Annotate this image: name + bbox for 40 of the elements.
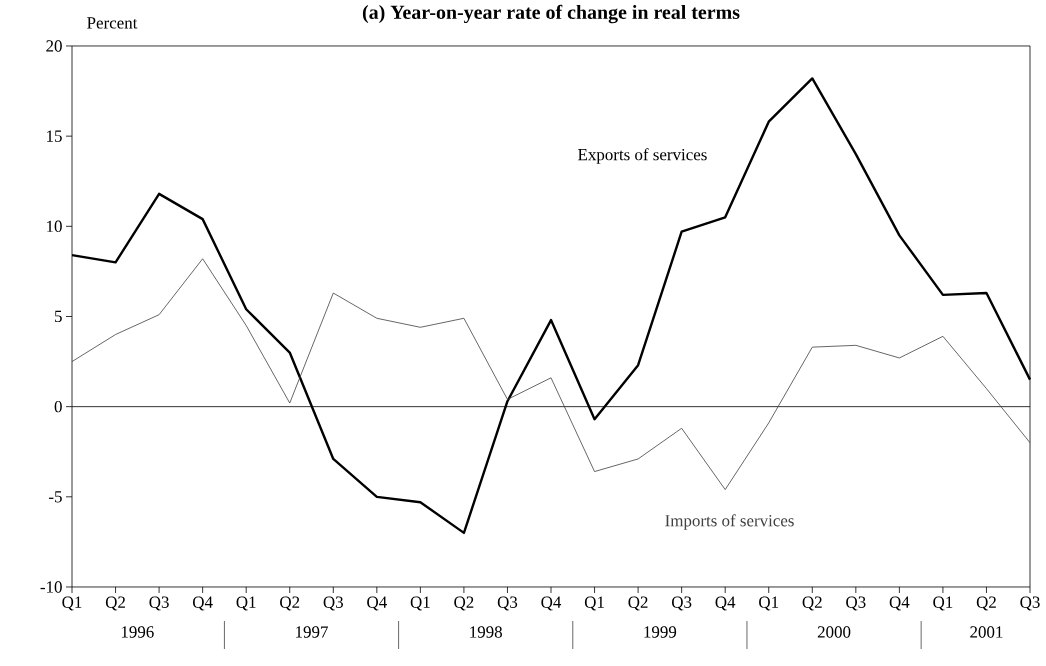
x-tick-label: Q3 (846, 596, 866, 611)
y-tick-label: -10 (40, 581, 62, 593)
x-tick-label: Q1 (759, 596, 779, 611)
x-tick-label: Q3 (497, 596, 518, 611)
y-tick-label: 5 (55, 310, 62, 323)
x-tick-label: Q3 (323, 596, 343, 611)
x-tick-label: Q3 (149, 596, 169, 611)
x-tick-label: Q2 (280, 596, 300, 611)
y-tick-label: 15 (47, 130, 62, 142)
x-tick-label: Q1 (933, 596, 953, 611)
x-tick-label: Q2 (628, 596, 648, 611)
x-tick-label: Q2 (454, 596, 474, 611)
x-tick-label: Q3 (671, 596, 692, 611)
text: 1998 (470, 626, 502, 638)
x-tick-label: Q4 (889, 596, 910, 611)
x-tick-label: Q1 (584, 596, 604, 611)
x-tick-label: Q1 (62, 596, 82, 611)
text: 1999 (644, 626, 677, 638)
y-tick-label: -5 (49, 491, 62, 503)
text: 2001 (970, 626, 1003, 638)
x-tick-label: Q4 (367, 596, 387, 611)
y-tick-label: 10 (47, 220, 62, 233)
text: 1997 (296, 626, 328, 638)
text: 2000 (817, 626, 851, 638)
y-tick-label: 20 (46, 40, 62, 52)
x-tick-label: Q4 (192, 596, 213, 611)
x-tick-label: Q4 (541, 596, 562, 611)
y-axis-title: Percent (87, 17, 138, 29)
x-tick-label: Q1 (236, 596, 256, 611)
x-tick-label: Q1 (410, 596, 430, 611)
series-label: Imports of services (665, 514, 794, 530)
chart-title: (a) Year-on-year rate of change in real terms (362, 4, 740, 24)
x-tick-label: Q3 (1020, 596, 1040, 611)
x-tick-label: Q2 (105, 596, 125, 611)
x-tick-label: Q2 (802, 596, 822, 611)
text: Exports of services (578, 148, 707, 164)
x-tick-label: Q4 (715, 596, 736, 611)
y-tick-label: 0 (54, 400, 62, 413)
x-tick-label: Q2 (976, 596, 996, 611)
text: 1996 (121, 626, 154, 638)
